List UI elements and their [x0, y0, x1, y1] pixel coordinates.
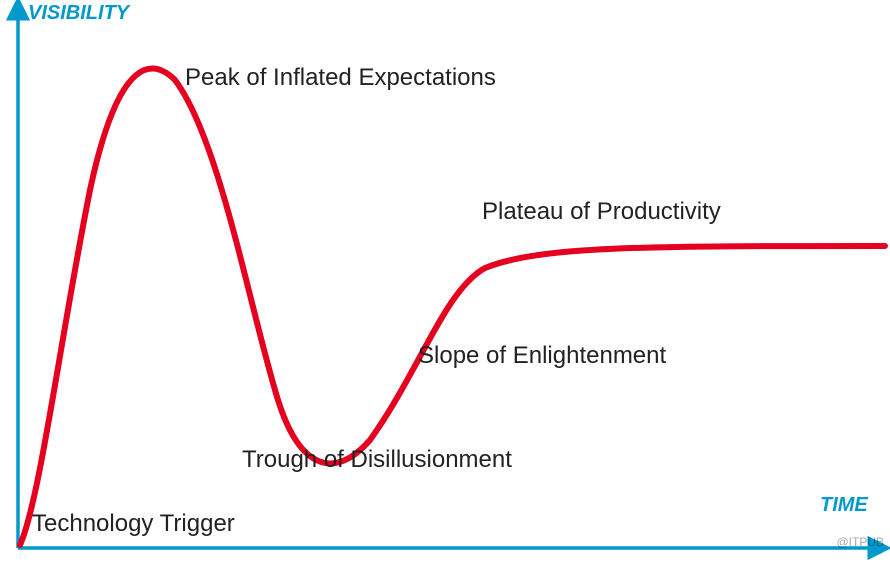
hype-cycle-chart: VISIBILITY TIME Technology Trigger Peak … — [0, 0, 890, 579]
label-trough: Trough of Disillusionment — [242, 446, 512, 474]
label-slope: Slope of Enlightenment — [418, 342, 666, 370]
x-axis-label: TIME — [820, 494, 868, 517]
watermark: @ITPUB — [836, 535, 884, 549]
label-plateau: Plateau of Productivity — [482, 198, 721, 226]
label-tech-trigger: Technology Trigger — [32, 510, 235, 538]
label-peak: Peak of Inflated Expectations — [185, 64, 496, 92]
y-axis-label: VISIBILITY — [28, 2, 129, 25]
